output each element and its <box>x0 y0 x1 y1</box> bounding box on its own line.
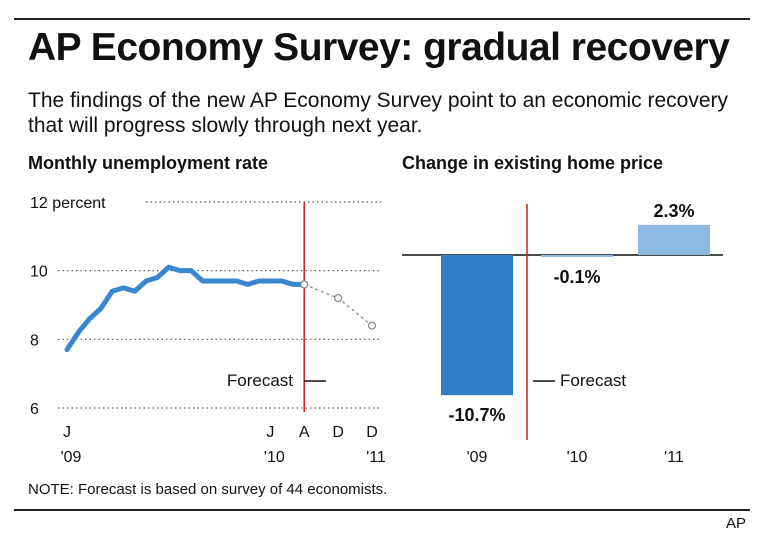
forecast-point <box>300 280 309 289</box>
x-tick-label: J <box>63 424 71 441</box>
y-tick-label: 12 percent <box>30 195 106 212</box>
bar-data-label: -10.7% <box>448 405 505 425</box>
x-tick-label: A <box>299 424 310 441</box>
top-rule <box>14 18 750 20</box>
x-tick-label: J <box>266 424 274 441</box>
source-credit: AP <box>725 515 746 532</box>
x-tick-label: D <box>332 424 344 441</box>
home-price-bar <box>441 255 513 396</box>
footnote: NOTE: Forecast is based on survey of 44 … <box>28 481 388 498</box>
bar-forecast-label: Forecast <box>560 371 626 390</box>
x-tick-year-label: '09 <box>61 449 82 466</box>
y-tick-label: 10 <box>30 264 48 281</box>
bar-category-label: '10 <box>567 449 588 466</box>
bar-data-label: 2.3% <box>653 201 694 221</box>
bottom-rule <box>14 509 750 511</box>
unemployment-chart-title: Monthly unemployment rate <box>28 153 269 173</box>
x-tick-year-label: '11 <box>366 449 386 466</box>
page-title: AP Economy Survey: gradual recovery <box>28 26 730 69</box>
y-tick-label: 6 <box>30 401 39 418</box>
bar-category-label: '09 <box>467 449 488 466</box>
forecast-point <box>333 293 343 303</box>
forecast-label: Forecast <box>227 371 293 390</box>
home-price-chart-title: Change in existing home price <box>402 153 664 173</box>
home-price-bar <box>638 224 710 255</box>
bar-category-label: '11 <box>664 449 684 466</box>
bar-data-label: -0.1% <box>553 267 600 287</box>
y-tick-label: 8 <box>30 332 39 349</box>
x-tick-label: D <box>366 424 378 441</box>
page-subtitle: The findings of the new AP Economy Surve… <box>28 89 728 137</box>
home-price-bar <box>541 255 613 257</box>
x-tick-year-label: '10 <box>264 449 285 466</box>
forecast-series-line <box>303 283 373 327</box>
unemployment-series-line <box>64 264 307 353</box>
forecast-point <box>367 321 377 330</box>
